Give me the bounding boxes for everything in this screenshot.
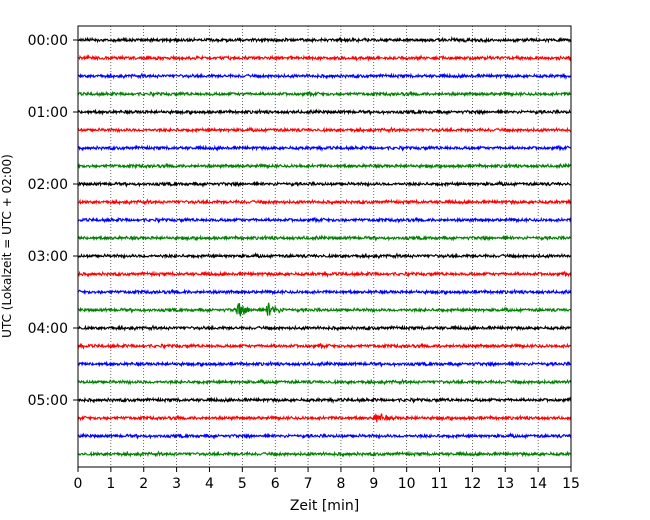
trace-0245	[77, 234, 572, 242]
x-tick-label: 0	[74, 476, 83, 492]
trace-0515	[77, 412, 572, 423]
y-tick-label: 02:00	[28, 177, 68, 193]
x-tick-label: 1	[106, 476, 115, 492]
x-tick-label: 4	[205, 476, 214, 492]
x-axis: 0 1 2 3 4 5 6 7 8 9 10 11 12 13 14 15	[74, 467, 580, 492]
traces-group	[77, 35, 572, 458]
trace-0315	[77, 270, 572, 278]
trace-0345	[77, 302, 572, 317]
x-tick-label: 13	[496, 476, 514, 492]
trace-0100	[77, 108, 572, 116]
x-tick-label: 15	[562, 476, 580, 492]
trace-0545	[77, 450, 572, 458]
trace-0130	[77, 144, 572, 152]
x-tick-label: 6	[271, 476, 280, 492]
x-tick-label: 5	[238, 476, 247, 492]
y-axis: 00:00 01:00 02:00 03:00 04:00 05:00	[28, 33, 78, 409]
plot-frame	[77, 25, 572, 468]
trace-0200	[78, 180, 572, 188]
x-tick-label: 10	[398, 476, 416, 492]
y-tick-label: 01:00	[28, 105, 68, 121]
trace-0415	[77, 342, 572, 350]
x-axis-label: Zeit [min]	[290, 498, 359, 514]
x-tick-label: 8	[336, 476, 345, 492]
trace-0330	[77, 288, 572, 296]
trace-0030	[77, 72, 572, 80]
y-tick-label: 03:00	[28, 249, 68, 265]
y-tick-label: 00:00	[28, 33, 68, 49]
trace-0445	[77, 378, 572, 386]
trace-0000	[77, 35, 572, 44]
trace-0045	[77, 90, 572, 98]
x-tick-label: 11	[431, 476, 449, 492]
y-tick-label: 05:00	[28, 393, 68, 409]
trace-0230	[77, 216, 572, 224]
x-tick-label: 14	[529, 476, 547, 492]
trace-0530	[77, 432, 572, 440]
x-tick-label: 3	[172, 476, 181, 492]
trace-0400	[77, 324, 572, 332]
x-tick-label: 7	[304, 476, 313, 492]
trace-0215	[77, 198, 572, 206]
x-tick-label: 2	[139, 476, 148, 492]
trace-0015	[77, 54, 572, 62]
y-axis-label: UTC (Lokalzeit = UTC + 02:00)	[0, 154, 14, 338]
x-tick-label: 12	[463, 476, 481, 492]
trace-0115	[77, 126, 572, 134]
trace-0430	[77, 360, 572, 368]
x-tick-label: 9	[369, 476, 378, 492]
trace-0500	[77, 396, 572, 404]
trace-0145	[77, 162, 572, 170]
y-tick-label: 04:00	[28, 321, 68, 337]
trace-0300	[77, 252, 572, 260]
